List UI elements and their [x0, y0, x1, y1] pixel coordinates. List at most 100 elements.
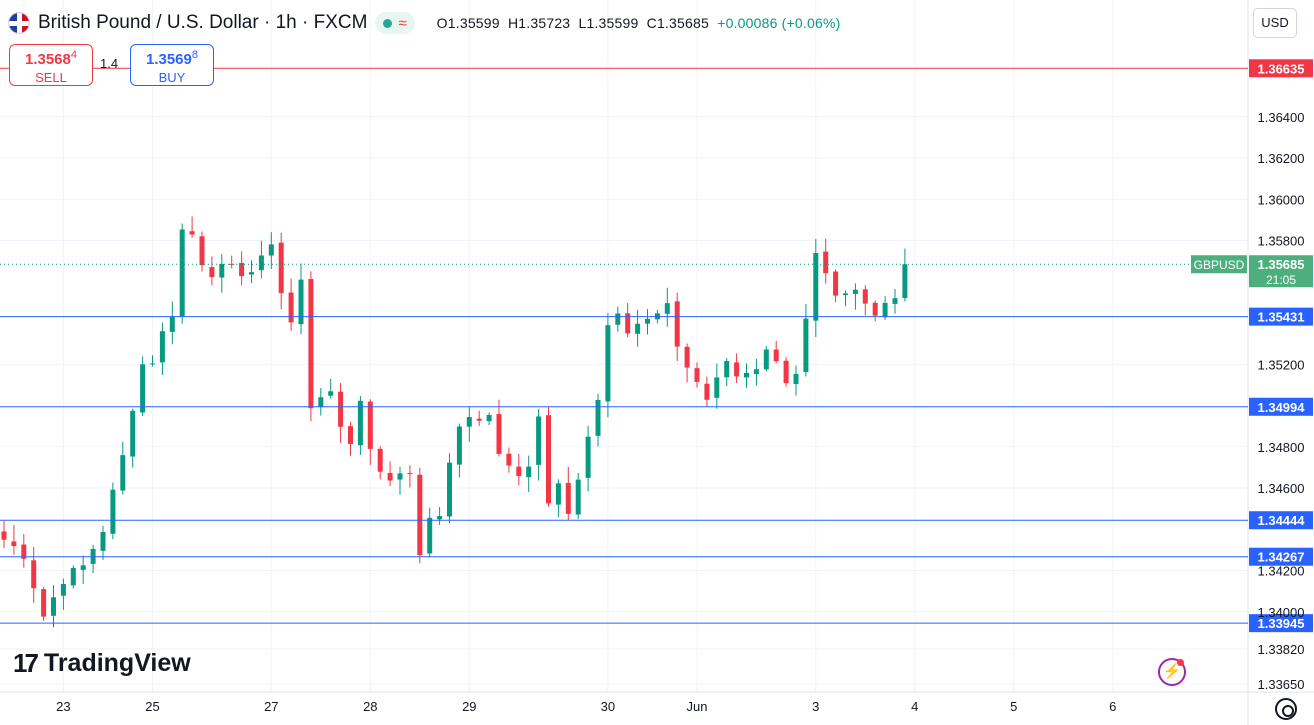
- ohlc-close: C1.35685: [646, 15, 709, 31]
- time-tick-label: 25: [145, 699, 159, 714]
- candle-body: [664, 303, 670, 314]
- level-price-tag: [1249, 397, 1313, 416]
- time-tick-label: 6: [1109, 699, 1116, 714]
- candle-body: [625, 313, 631, 334]
- symbol-title[interactable]: British Pound / U.S. Dollar · 1h · FXCM: [38, 12, 368, 33]
- candle-body: [219, 263, 225, 278]
- candle-body: [249, 272, 254, 275]
- candle-body: [387, 473, 393, 481]
- level-price-tag: [1249, 614, 1313, 633]
- candle-body: [466, 417, 472, 427]
- candle-body: [456, 426, 462, 465]
- candle-body: [407, 472, 413, 474]
- ohlc-low: L1.35599: [578, 15, 639, 31]
- candle-body: [476, 418, 482, 421]
- spread-value: 1.4: [100, 56, 119, 71]
- candle-body: [417, 474, 423, 556]
- time-tick-label: 27: [264, 699, 278, 714]
- candle-body: [565, 482, 571, 514]
- chart-settings-icon[interactable]: [1275, 698, 1297, 720]
- lightning-icon[interactable]: ⚡: [1158, 658, 1186, 686]
- currency-selector[interactable]: USD: [1253, 8, 1297, 38]
- symbol-price-tag: [1191, 255, 1247, 274]
- time-tick-label: 3: [812, 699, 819, 714]
- tradingview-mark-icon: 17: [13, 648, 39, 678]
- candle-body: [763, 349, 769, 370]
- sell-label: SELL: [35, 70, 67, 85]
- price-tick-label: 1.35200: [1258, 357, 1305, 372]
- candle-body: [833, 271, 839, 296]
- candle-body: [397, 473, 403, 480]
- candle-body: [635, 323, 641, 334]
- candle-body: [595, 399, 601, 436]
- time-tick-label: 4: [911, 699, 918, 714]
- candle-body: [674, 301, 680, 347]
- price-tick-label: 1.34200: [1258, 564, 1305, 579]
- candle-body: [199, 236, 205, 266]
- current-price-label: 1.35685: [1258, 257, 1305, 272]
- level-price-tag: [1249, 547, 1313, 566]
- candle-body: [813, 253, 819, 321]
- candle-body: [615, 313, 621, 325]
- candle-body: [298, 279, 304, 325]
- ohlc-readout: O1.35599 H1.35723 L1.35599 C1.35685 +0.0…: [437, 15, 841, 31]
- level-price-label: 1.34994: [1258, 400, 1306, 415]
- candle-body: [21, 544, 27, 559]
- candle-body: [645, 318, 650, 324]
- candle-body: [724, 360, 730, 378]
- candle-body: [51, 597, 56, 616]
- time-tick-label: 5: [1010, 699, 1017, 714]
- level-price-tag: [1249, 511, 1313, 530]
- candle-body: [506, 453, 512, 466]
- candle-body: [70, 567, 76, 586]
- candle-body: [367, 401, 373, 449]
- time-tick-label: 29: [462, 699, 476, 714]
- candle-body: [11, 541, 17, 547]
- candle-body: [80, 565, 86, 570]
- buy-button[interactable]: 1.35698 BUY: [130, 44, 214, 86]
- gbp-usd-flag-icon: [8, 12, 30, 34]
- candle-body: [516, 466, 522, 477]
- tradingview-logo[interactable]: 17 TradingView: [13, 648, 191, 679]
- price-tick-label: 1.34800: [1258, 440, 1305, 455]
- candle-body: [179, 229, 185, 317]
- candle-body: [486, 415, 492, 422]
- candle-body: [496, 414, 502, 454]
- current-price-tag: [1249, 255, 1313, 288]
- candle-body: [714, 377, 720, 398]
- candle-body: [209, 267, 215, 278]
- candle-body: [526, 466, 532, 478]
- candle-body: [882, 302, 888, 318]
- candle-body: [862, 289, 868, 304]
- price-tick-label: 1.36200: [1258, 151, 1305, 166]
- candle-body: [753, 369, 759, 375]
- candle-body: [150, 363, 155, 365]
- candle-body: [575, 479, 581, 515]
- candle-body: [902, 264, 908, 299]
- candle-body: [328, 391, 334, 396]
- price-tick-label: 1.36400: [1258, 110, 1305, 125]
- candle-body: [120, 455, 126, 491]
- candle-body: [140, 364, 146, 413]
- ohlc-change: +0.00086 (+0.06%): [717, 15, 841, 31]
- candle-body: [288, 292, 294, 323]
- candle-body: [308, 279, 314, 409]
- candle-body: [258, 255, 264, 271]
- level-price-label: 1.35431: [1258, 310, 1305, 325]
- price-tick-label: 1.33820: [1258, 642, 1305, 657]
- sell-price: 1.35684: [24, 49, 77, 68]
- candle-body: [793, 373, 799, 384]
- time-tick-label: Jun: [687, 699, 708, 714]
- time-tick-label: 23: [56, 699, 70, 714]
- candle-body: [783, 360, 789, 384]
- market-status-pill[interactable]: ≈: [375, 12, 415, 34]
- candle-body: [437, 516, 443, 520]
- candle-body: [694, 368, 700, 382]
- candle-body: [704, 383, 710, 400]
- countdown-label: 21:05: [1266, 273, 1296, 287]
- candle-body: [684, 346, 690, 368]
- sell-button[interactable]: 1.35684 SELL: [9, 44, 93, 86]
- price-tick-label: 1.34000: [1258, 605, 1305, 620]
- level-price-label: 1.34444: [1258, 513, 1306, 528]
